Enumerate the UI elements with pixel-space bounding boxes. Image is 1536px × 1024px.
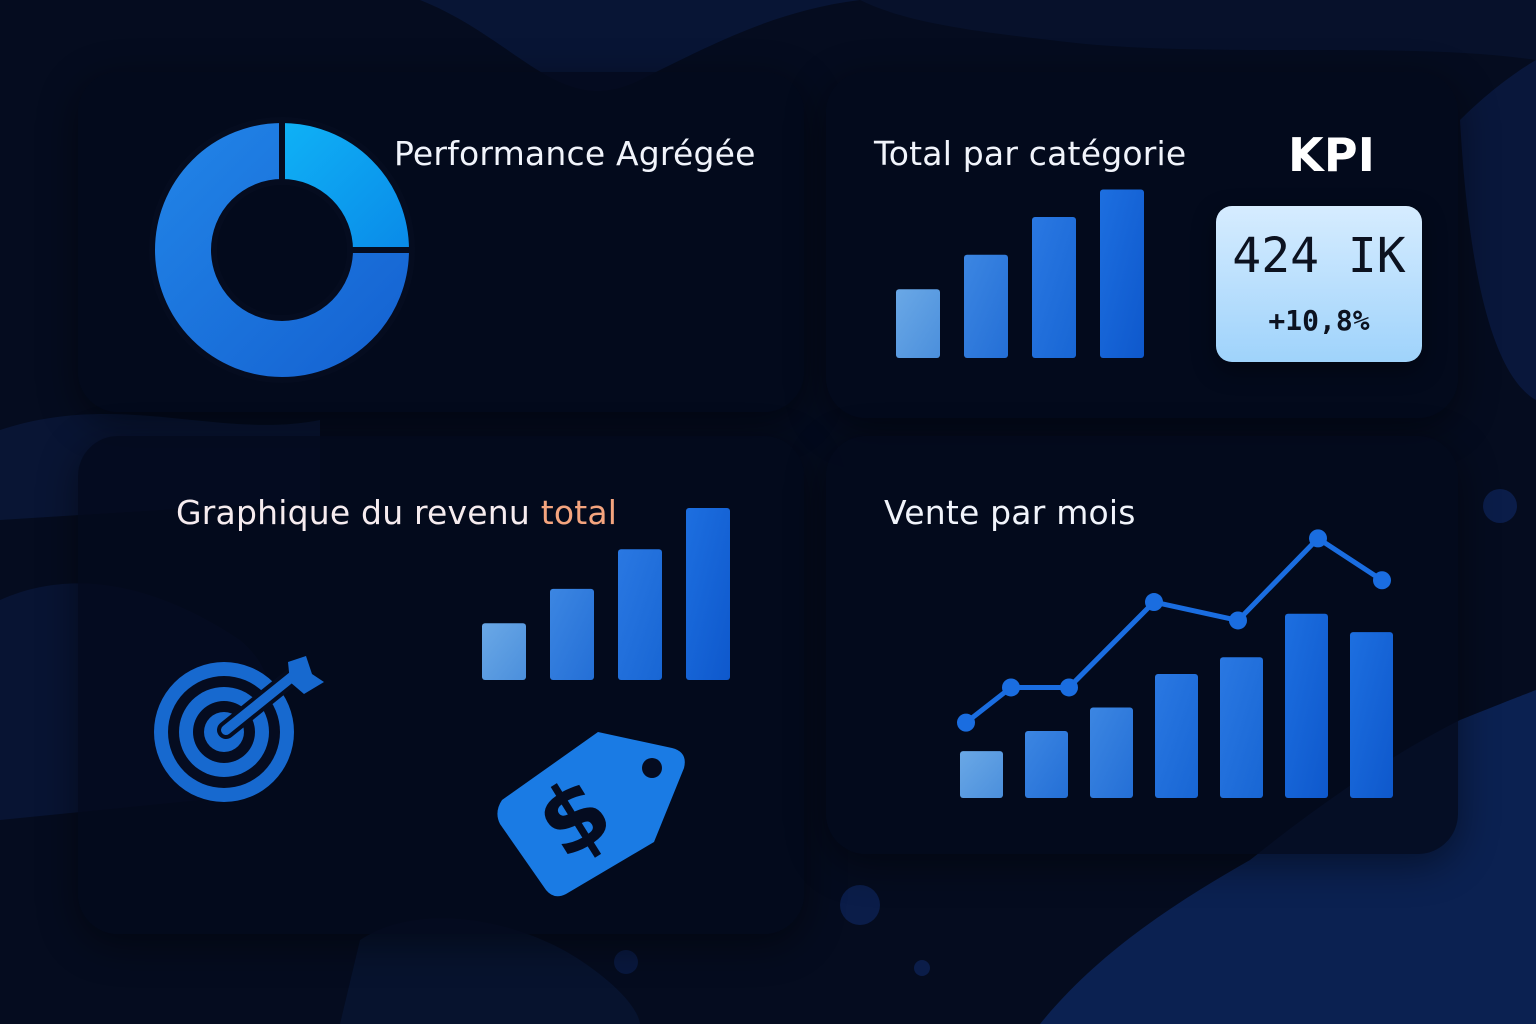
- sales-trend-point-3[interactable]: [1145, 593, 1163, 612]
- sales-bar-6[interactable]: [1350, 632, 1393, 798]
- dollar-price-tag-icon: $: [497, 732, 685, 897]
- sales-trend-point-2[interactable]: [1060, 678, 1078, 697]
- sales-bar-3[interactable]: [1155, 674, 1198, 798]
- revenue-title: Graphique du revenu total: [176, 493, 617, 532]
- revenue-bar-0[interactable]: [482, 623, 526, 680]
- performance-title: Performance Agrégée: [394, 134, 756, 173]
- donut-slice-0[interactable]: [279, 116, 416, 253]
- sales-trend-point-1[interactable]: [1002, 678, 1020, 697]
- sales-trend-point-0[interactable]: [957, 713, 975, 732]
- category-title: Total par catégorie: [874, 134, 1187, 173]
- donut-slice-1[interactable]: [149, 116, 416, 383]
- category-bar-chart[interactable]: [896, 186, 1152, 360]
- revenue-bar-chart[interactable]: [482, 508, 732, 682]
- target-arrow-icon: [154, 656, 324, 802]
- sales-combo-chart[interactable]: [950, 529, 1410, 800]
- sales-bar-0[interactable]: [960, 751, 1003, 798]
- category-bar-1[interactable]: [964, 254, 1008, 358]
- revenue-bar-2[interactable]: [618, 549, 662, 680]
- category-bar-3[interactable]: [1100, 189, 1144, 358]
- revenue-title-main: Graphique du revenu: [176, 493, 541, 532]
- sales-trend-point-4[interactable]: [1229, 611, 1247, 630]
- kpi-change: +10,8%: [1268, 304, 1370, 337]
- sales-trend-point-6[interactable]: [1373, 571, 1391, 590]
- sales-trend-point-5[interactable]: [1309, 529, 1327, 548]
- kpi-value: 424 IK: [1232, 228, 1406, 284]
- kpi-title: KPI: [1288, 128, 1376, 182]
- revenue-bar-1[interactable]: [550, 588, 594, 680]
- sales-bar-1[interactable]: [1025, 731, 1068, 798]
- revenue-bar-3[interactable]: [686, 508, 730, 680]
- sales-bar-2[interactable]: [1090, 707, 1133, 798]
- sales-title: Vente par mois: [884, 493, 1136, 532]
- category-bar-2[interactable]: [1032, 216, 1076, 358]
- sales-bar-4[interactable]: [1220, 657, 1263, 798]
- sales-bar-5[interactable]: [1285, 613, 1328, 798]
- kpi-card[interactable]: 424 IK +10,8%: [1216, 206, 1422, 362]
- performance-donut-chart[interactable]: [149, 116, 416, 383]
- revenue-title-accent: total: [540, 493, 618, 532]
- category-bar-0[interactable]: [896, 289, 940, 358]
